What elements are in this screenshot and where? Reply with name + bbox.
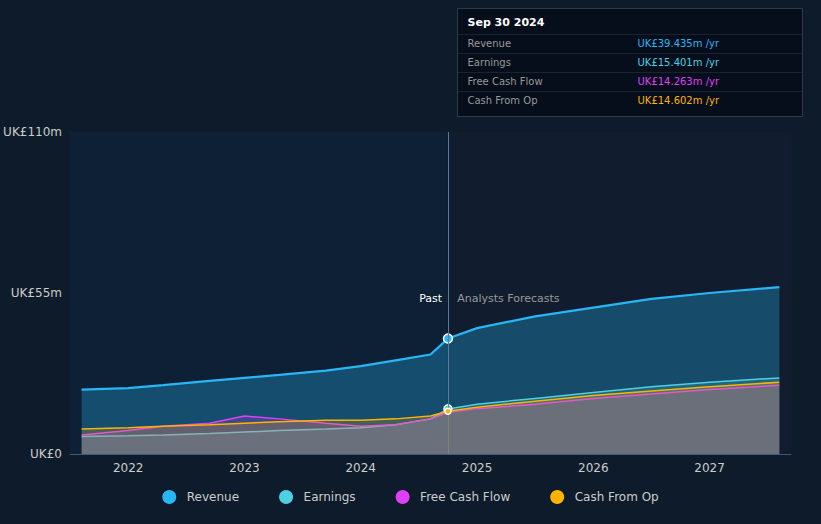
svg-text:Revenue: Revenue xyxy=(187,490,239,504)
svg-text:2027: 2027 xyxy=(694,461,725,475)
svg-text:2025: 2025 xyxy=(462,461,493,475)
svg-text:Past: Past xyxy=(419,292,443,305)
svg-text:2026: 2026 xyxy=(578,461,609,475)
svg-text:UK£14.602m /yr: UK£14.602m /yr xyxy=(638,95,720,106)
svg-text:UK£39.435m /yr: UK£39.435m /yr xyxy=(638,38,720,49)
svg-text:UK£55m: UK£55m xyxy=(11,286,62,300)
svg-text:UK£14.263m /yr: UK£14.263m /yr xyxy=(638,76,720,87)
svg-text:Earnings: Earnings xyxy=(468,57,511,68)
svg-text:UK£15.401m /yr: UK£15.401m /yr xyxy=(638,57,720,68)
svg-text:Free Cash Flow: Free Cash Flow xyxy=(468,76,543,87)
svg-text:UK£110m: UK£110m xyxy=(3,125,62,139)
svg-text:Free Cash Flow: Free Cash Flow xyxy=(420,490,510,504)
svg-text:2024: 2024 xyxy=(345,461,376,475)
svg-text:Revenue: Revenue xyxy=(468,38,512,49)
svg-text:2023: 2023 xyxy=(229,461,260,475)
svg-text:2022: 2022 xyxy=(113,461,144,475)
svg-text:Earnings: Earnings xyxy=(304,490,356,504)
svg-text:Analysts Forecasts: Analysts Forecasts xyxy=(457,292,560,305)
svg-text:Cash From Op: Cash From Op xyxy=(468,95,538,106)
svg-text:Sep 30 2024: Sep 30 2024 xyxy=(468,16,545,29)
svg-text:Cash From Op: Cash From Op xyxy=(575,490,659,504)
svg-text:UK£0: UK£0 xyxy=(30,447,62,461)
